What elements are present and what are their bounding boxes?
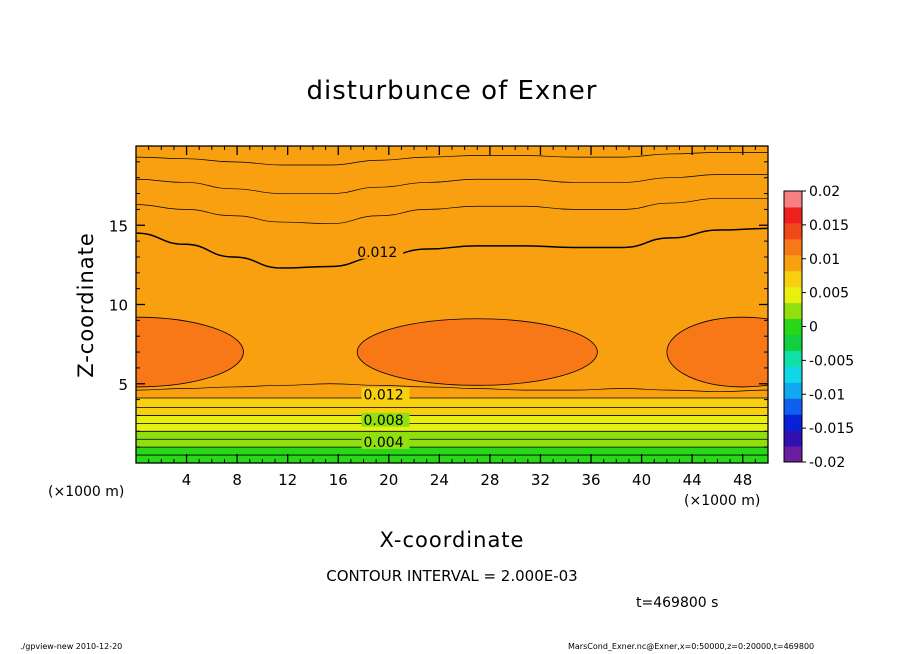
colorbar-label: 0 <box>809 320 818 336</box>
colorbar-swatch <box>784 222 802 240</box>
x-axis-label: X-coordinate <box>379 528 525 552</box>
contour-line <box>136 227 768 269</box>
colorbar-label: 0.02 <box>809 184 840 200</box>
contour-label-bg <box>361 412 410 427</box>
colorbar-swatch <box>784 366 802 383</box>
colorbar-label: 0.005 <box>809 286 849 302</box>
x-tick-label: 24 <box>430 471 449 489</box>
colorbar-swatch <box>784 398 802 415</box>
colorbar-label: -0.01 <box>809 387 845 403</box>
colorbar-swatch <box>784 254 802 272</box>
contour-fill <box>136 146 768 463</box>
colorbar-label: -0.02 <box>809 455 845 471</box>
x-tick-label: 32 <box>531 471 550 489</box>
contour-labels: 0.012 0.012 0.008 0.004 <box>355 244 410 451</box>
y-tick-label: 15 <box>109 217 128 235</box>
contour-label: 0.008 <box>364 413 404 429</box>
contour-label: 0.004 <box>364 435 404 451</box>
footer-left: ./gpview-new 2010-12-20 <box>20 642 123 651</box>
contour-band <box>136 439 768 448</box>
contour-line <box>136 174 768 194</box>
contour-label: 0.012 <box>357 245 397 261</box>
contour-interval-label: CONTOUR INTERVAL = 2.000E-03 <box>326 567 578 585</box>
time-label: t=469800 s <box>636 595 719 611</box>
contour-line <box>136 383 768 393</box>
colorbar-swatch <box>784 191 802 208</box>
colorbar-label: 0.01 <box>809 252 840 268</box>
colorbar-swatch <box>784 382 802 399</box>
contour-label-bg <box>361 387 410 402</box>
x-tick-label: 16 <box>329 471 348 489</box>
x-tick-label: 4 <box>182 471 192 489</box>
x-unit-label-right: (×1000 m) <box>684 493 761 509</box>
colorbar-swatch <box>784 206 802 224</box>
footer-right: MarsCond_Exner.nc@Exner,x=0:50000,z=0:20… <box>568 642 815 651</box>
contour-band <box>136 407 768 416</box>
x-unit-label-left: (×1000 m) <box>48 484 125 500</box>
maximum-region <box>356 318 598 386</box>
colorbar-swatch <box>784 446 802 463</box>
contour-label-bg <box>361 434 410 449</box>
x-tick-label: 12 <box>278 471 297 489</box>
contour-label: 0.012 <box>364 387 404 403</box>
x-tick-label: 28 <box>480 471 499 489</box>
colorbar-label: 0.015 <box>809 218 849 234</box>
contour-band <box>136 398 768 408</box>
x-tick-label: 8 <box>232 471 242 489</box>
y-tick-label: 10 <box>109 297 128 315</box>
y-tick-label: 5 <box>118 376 128 394</box>
x-tick-label: 40 <box>632 471 651 489</box>
contour-band <box>136 423 768 432</box>
colorbar-swatch <box>784 302 802 320</box>
contour-band <box>136 447 768 456</box>
colorbar-swatch <box>784 334 802 351</box>
contour-line <box>136 197 768 225</box>
contour-region <box>136 228 768 392</box>
colorbar-swatch <box>784 270 802 288</box>
contour-band <box>136 431 768 440</box>
colorbar-swatch <box>784 414 802 431</box>
maximum-region <box>136 316 244 388</box>
chart-title: disturbunce of Exner <box>306 76 598 106</box>
x-tick-label: 44 <box>683 471 702 489</box>
x-tick-label: 48 <box>733 471 752 489</box>
colorbar-swatch <box>784 350 802 367</box>
colorbar-swatch <box>784 430 802 447</box>
x-tick-label: 20 <box>379 471 398 489</box>
colorbar-swatch <box>784 318 802 335</box>
x-tick-label: 36 <box>581 471 600 489</box>
colorbar-label: -0.005 <box>809 353 854 369</box>
contour-line <box>136 151 768 166</box>
contour-label-bg <box>355 244 404 259</box>
colorbar-label: -0.015 <box>809 421 854 437</box>
y-axis-label: Z-coordinate <box>74 232 98 378</box>
colorbar-swatch <box>784 238 802 256</box>
contour-lines <box>136 151 768 456</box>
maximum-region <box>666 316 768 388</box>
colorbar-swatch <box>784 286 802 304</box>
contour-band <box>136 415 768 424</box>
colorbar: 0.02 0.015 0.01 0.005 0 -0.005 -0.01 -0.015 -0.0… <box>783 184 854 471</box>
